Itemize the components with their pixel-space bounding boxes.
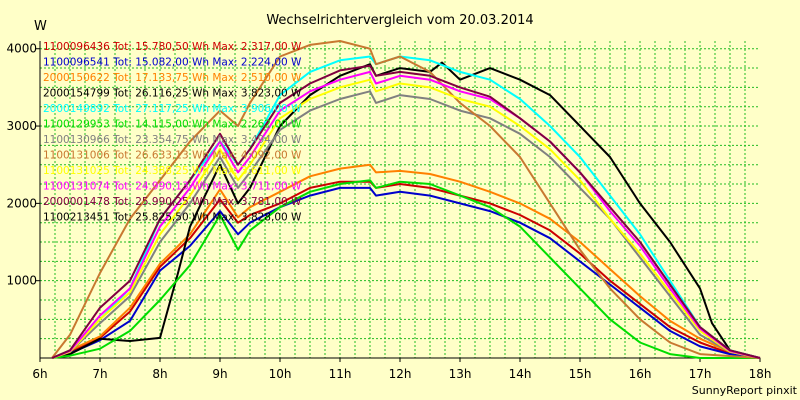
legend-entry-8: 1100131006 Tot: 26.633,13 Wh Max: 4.092,… <box>43 150 302 162</box>
series-line-9 <box>51 78 761 359</box>
x-tick-label: 17h <box>689 367 712 381</box>
series-line-6 <box>51 179 760 359</box>
x-tick-label: 9h <box>212 367 227 381</box>
y-tick-label: 4000 <box>6 42 37 56</box>
legend-entry-7: 1100130966 Tot: 23.354,75 Wh Max: 3.494,… <box>43 134 302 146</box>
x-tick-label: 15h <box>569 367 592 381</box>
series-line-3 <box>51 163 761 359</box>
series-line-11 <box>51 64 761 359</box>
y-tick-label: 2000 <box>6 196 37 210</box>
legend-entry-12: 1100213451 Tot: 25.825,50 Wh Max: 3.828,… <box>43 212 302 224</box>
x-tick-label: 18h <box>749 367 772 381</box>
legend-entry-6: 1100129953 Tot: 14.115,00 Wh Max: 2.262,… <box>43 119 302 131</box>
legend-entry-11: 2000001478 Tot: 25.990,25 Wh Max: 3.781,… <box>43 196 302 208</box>
legend-entry-2: 1100096541 Tot: 15.082,00 Wh Max: 2.224,… <box>43 57 302 69</box>
x-tick-label: 12h <box>389 367 412 381</box>
x-tick-label: 7h <box>92 367 107 381</box>
x-tick-label: 10h <box>269 367 292 381</box>
x-tick-label: 14h <box>509 367 532 381</box>
legend-entry-3: 2000150622 Tot: 17.133,75 Wh Max: 2.510,… <box>43 72 302 84</box>
y-tick-label: 3000 <box>6 119 37 133</box>
legend-entry-10: 1100131074 Tot: 24.990,13 Wh Max: 3.711,… <box>43 181 302 193</box>
series-line-10 <box>51 70 761 359</box>
series-line-8 <box>51 40 761 359</box>
x-tick-label: 13h <box>449 367 472 381</box>
y-tick-label: 1000 <box>6 274 37 288</box>
legend-entry-4: 2000154799 Tot: 26.116,25 Wh Max: 3.823,… <box>43 88 302 100</box>
legend-entry-5: 2000149892 Tot: 27.117,25 Wh Max: 3.906,… <box>43 103 302 115</box>
credit-label: SunnyReport pinxit <box>692 384 798 397</box>
x-tick-label: 11h <box>329 367 352 381</box>
x-tick-label: 8h <box>152 367 167 381</box>
legend-entry-9: 1100131025 Tot: 24.388,25 Wh Max: 3.611,… <box>43 165 302 177</box>
series-line-7 <box>51 90 761 359</box>
legend-entry-1: 1100096436 Tot: 15.780,50 Wh Max: 2.317,… <box>43 41 302 53</box>
chart-title: Wechselrichtervergleich vom 20.03.2014 <box>266 13 533 28</box>
y-axis-unit: W <box>34 19 47 34</box>
x-tick-label: 6h <box>32 367 47 381</box>
series-line-2 <box>51 186 761 359</box>
x-tick-label: 16h <box>629 367 652 381</box>
